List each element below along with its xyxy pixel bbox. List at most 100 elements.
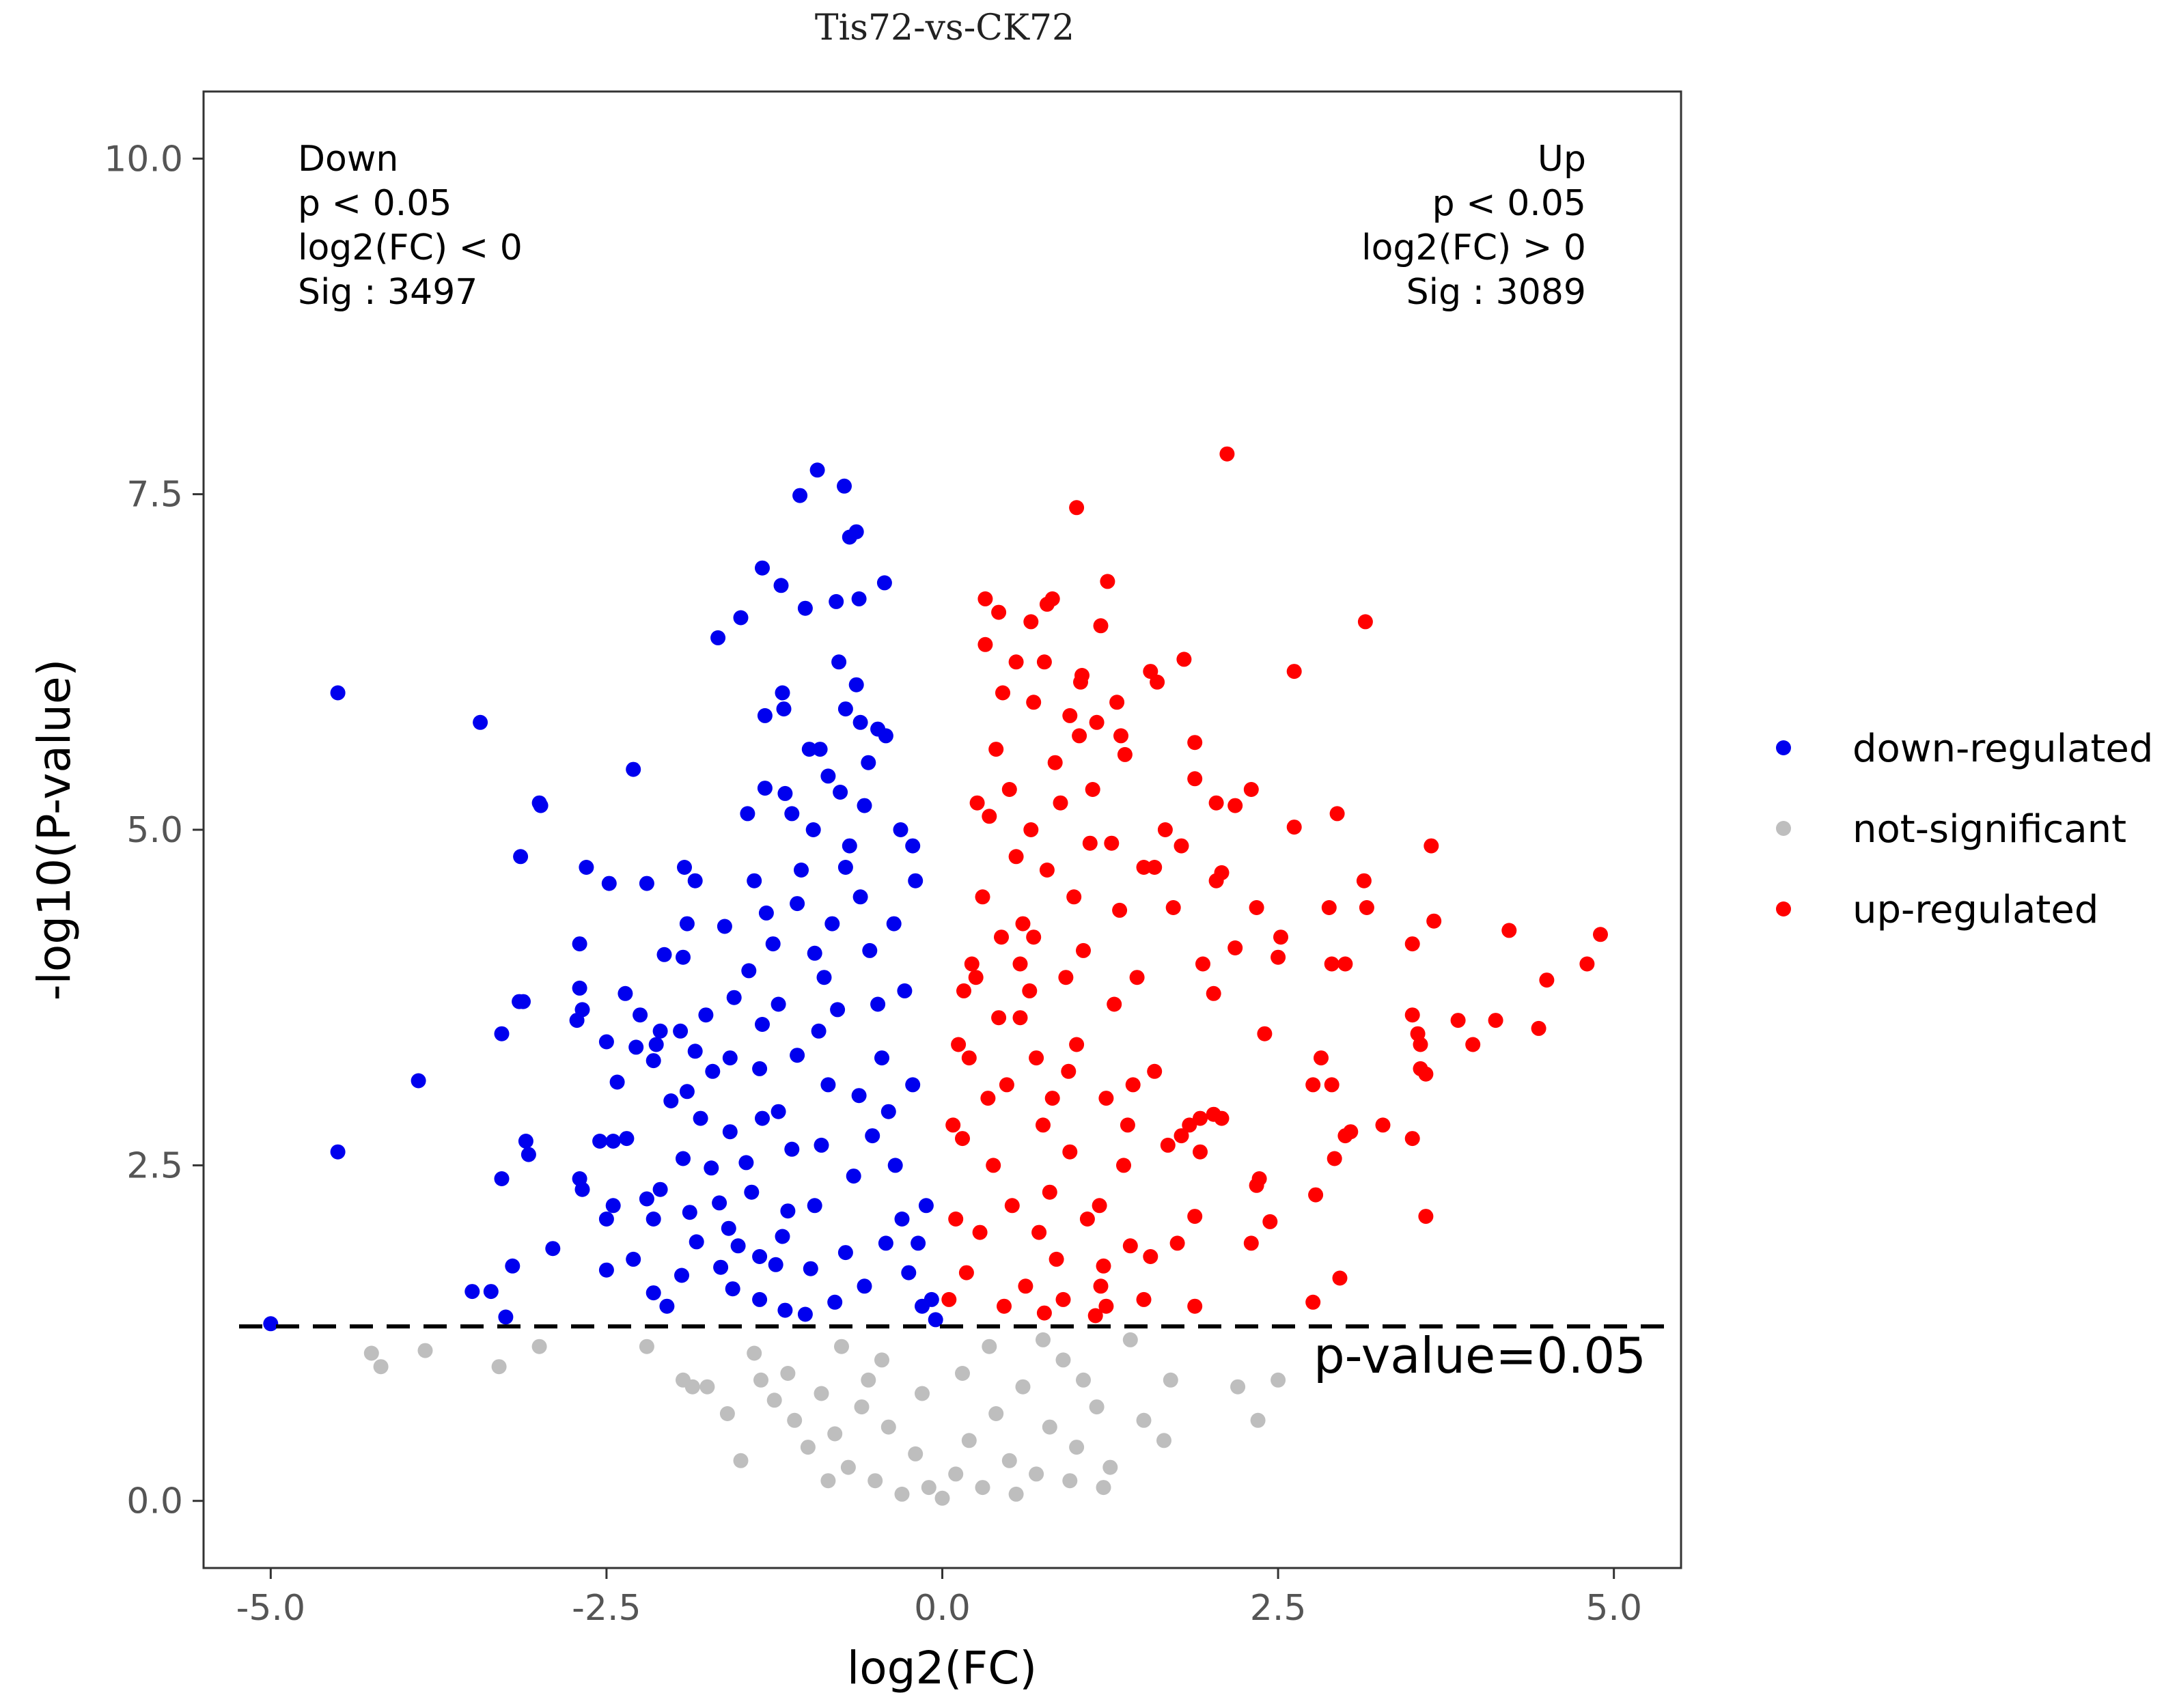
point-down-regulated xyxy=(827,1294,843,1310)
point-down-regulated xyxy=(689,1234,704,1250)
points-layer xyxy=(263,446,1608,1506)
point-up-regulated xyxy=(1187,771,1203,787)
point-up-regulated xyxy=(995,685,1010,701)
point-up-regulated xyxy=(1023,822,1039,837)
point-up-regulated xyxy=(1465,1037,1481,1052)
point-not-significant xyxy=(948,1466,964,1482)
point-down-regulated xyxy=(605,1134,621,1149)
point-down-regulated xyxy=(513,849,529,865)
point-up-regulated xyxy=(1327,1151,1342,1166)
point-up-regulated xyxy=(1044,1091,1060,1106)
point-down-regulated xyxy=(646,1212,661,1227)
point-not-significant xyxy=(1001,1453,1017,1468)
point-down-regulated xyxy=(609,1074,625,1090)
point-up-regulated xyxy=(1359,900,1374,915)
point-down-regulated xyxy=(648,1037,664,1052)
point-down-regulated xyxy=(679,1084,695,1100)
point-up-regulated xyxy=(1004,1198,1020,1214)
point-down-regulated xyxy=(626,761,641,777)
point-up-regulated xyxy=(1066,889,1082,905)
point-up-regulated xyxy=(1337,1128,1353,1144)
point-down-regulated xyxy=(710,630,726,645)
point-up-regulated xyxy=(1069,1037,1085,1052)
point-up-regulated xyxy=(1062,708,1078,723)
point-down-regulated xyxy=(780,1203,796,1219)
point-down-regulated xyxy=(652,1181,668,1197)
point-not-significant xyxy=(373,1359,389,1375)
point-not-significant xyxy=(800,1440,816,1455)
point-not-significant xyxy=(955,1366,970,1381)
point-up-regulated xyxy=(991,604,1007,620)
point-not-significant xyxy=(1230,1379,1246,1395)
point-up-regulated xyxy=(1286,820,1302,835)
point-down-regulated xyxy=(803,1261,818,1276)
point-down-regulated xyxy=(851,591,867,606)
point-down-regulated xyxy=(857,798,872,813)
point-up-regulated xyxy=(1187,735,1203,751)
point-down-regulated xyxy=(811,1023,827,1039)
point-up-regulated xyxy=(1055,1291,1071,1307)
point-down-regulated xyxy=(878,1235,893,1251)
point-not-significant xyxy=(1122,1332,1138,1347)
point-down-regulated xyxy=(862,942,878,958)
point-up-regulated xyxy=(1089,714,1105,730)
point-up-regulated xyxy=(1174,838,1189,854)
point-down-regulated xyxy=(837,701,853,717)
point-up-regulated xyxy=(1579,956,1595,972)
point-down-regulated xyxy=(605,1198,621,1214)
point-down-regulated xyxy=(842,529,857,545)
point-down-regulated xyxy=(652,1023,668,1039)
point-not-significant xyxy=(1089,1399,1105,1415)
point-up-regulated xyxy=(1187,1209,1203,1224)
point-not-significant xyxy=(988,1406,1004,1421)
point-not-significant xyxy=(780,1366,796,1381)
point-down-regulated xyxy=(464,1284,480,1300)
point-up-regulated xyxy=(1271,949,1286,965)
point-down-regulated xyxy=(752,1249,768,1264)
point-down-regulated xyxy=(572,936,587,952)
point-down-regulated xyxy=(777,785,793,801)
x-axis: -5.0 -2.5 0.0 2.5 5.0 xyxy=(236,1568,1642,1629)
point-down-regulated xyxy=(473,714,488,730)
point-up-regulated xyxy=(1249,900,1264,915)
point-down-regulated xyxy=(598,1262,614,1278)
point-down-regulated xyxy=(726,990,742,1005)
point-up-regulated xyxy=(1072,728,1087,744)
point-not-significant xyxy=(417,1343,433,1358)
point-down-regulated xyxy=(330,1144,346,1160)
point-up-regulated xyxy=(1092,1198,1107,1214)
point-not-significant xyxy=(1136,1412,1152,1428)
point-down-regulated xyxy=(790,896,805,912)
point-not-significant xyxy=(1042,1419,1057,1435)
point-up-regulated xyxy=(1182,1117,1197,1133)
point-down-regulated xyxy=(901,1265,917,1280)
point-down-regulated xyxy=(755,1017,770,1032)
point-up-regulated xyxy=(1122,1238,1138,1254)
point-up-regulated xyxy=(1404,936,1420,952)
y-axis-label: -log10(P-value) xyxy=(28,659,81,1001)
point-not-significant xyxy=(975,1480,990,1496)
point-up-regulated xyxy=(1026,929,1042,945)
point-down-regulated xyxy=(579,860,594,875)
point-up-regulated xyxy=(1243,1235,1259,1251)
point-down-regulated xyxy=(752,1061,768,1076)
point-down-regulated xyxy=(693,1110,708,1126)
point-down-regulated xyxy=(874,1050,889,1066)
point-down-regulated xyxy=(411,1073,426,1089)
point-down-regulated xyxy=(730,1238,746,1254)
point-down-regulated xyxy=(816,970,832,985)
point-down-regulated xyxy=(676,949,691,965)
point-up-regulated xyxy=(1120,1117,1135,1133)
point-down-regulated xyxy=(893,822,908,837)
point-down-regulated xyxy=(592,1134,608,1149)
point-down-regulated xyxy=(679,916,695,932)
point-down-regulated xyxy=(698,1007,714,1023)
point-up-regulated xyxy=(1227,798,1243,813)
point-up-regulated xyxy=(1321,900,1337,915)
point-down-regulated xyxy=(494,1026,510,1041)
point-up-regulated xyxy=(1093,618,1109,634)
point-down-regulated xyxy=(755,560,770,576)
